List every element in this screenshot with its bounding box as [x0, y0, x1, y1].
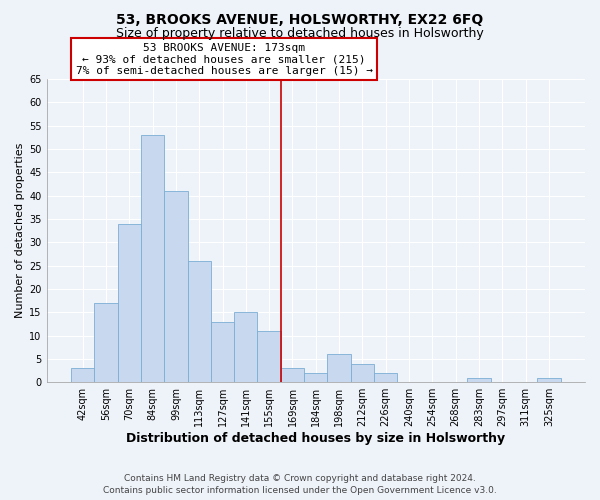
- Bar: [118, 224, 141, 382]
- Bar: [351, 364, 374, 382]
- Bar: [94, 303, 118, 382]
- Bar: [188, 261, 211, 382]
- Bar: [467, 378, 491, 382]
- Bar: [328, 354, 351, 382]
- Bar: [71, 368, 94, 382]
- Text: 53 BROOKS AVENUE: 173sqm
← 93% of detached houses are smaller (215)
7% of semi-d: 53 BROOKS AVENUE: 173sqm ← 93% of detach…: [76, 43, 373, 76]
- Bar: [141, 135, 164, 382]
- Bar: [281, 368, 304, 382]
- Text: Contains HM Land Registry data © Crown copyright and database right 2024.
Contai: Contains HM Land Registry data © Crown c…: [103, 474, 497, 495]
- Bar: [537, 378, 560, 382]
- Bar: [164, 191, 188, 382]
- Bar: [234, 312, 257, 382]
- Text: Size of property relative to detached houses in Holsworthy: Size of property relative to detached ho…: [116, 28, 484, 40]
- Bar: [304, 373, 328, 382]
- Y-axis label: Number of detached properties: Number of detached properties: [15, 143, 25, 318]
- Text: 53, BROOKS AVENUE, HOLSWORTHY, EX22 6FQ: 53, BROOKS AVENUE, HOLSWORTHY, EX22 6FQ: [116, 12, 484, 26]
- Bar: [374, 373, 397, 382]
- Bar: [257, 331, 281, 382]
- X-axis label: Distribution of detached houses by size in Holsworthy: Distribution of detached houses by size …: [126, 432, 505, 445]
- Bar: [211, 322, 234, 382]
